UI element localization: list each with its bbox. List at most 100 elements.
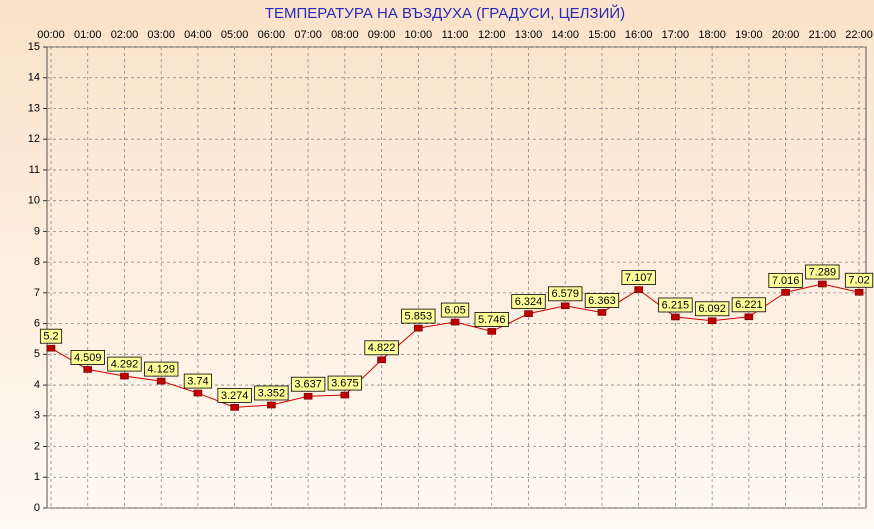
marker [46,344,56,352]
x-tick-label: 09:00 [368,29,396,41]
value-label: 4.129 [147,364,175,376]
value-label: 3.74 [187,375,208,387]
marker [83,366,93,373]
marker [303,392,313,400]
value-label-box [731,297,767,313]
x-tick-label: 03:00 [147,29,175,41]
value-label-box [364,340,399,356]
value-label: 7.016 [772,275,800,287]
value-label: 4.822 [368,342,396,354]
marker [560,302,570,310]
y-tick-label: 9 [34,225,40,237]
marker [377,356,386,364]
y-tick-label: 14 [28,72,40,84]
value-label-box [844,272,874,288]
value-label: 6.092 [698,303,726,315]
marker [487,328,497,335]
y-tick-label: 10 [28,195,40,207]
value-label: 6.05 [444,304,465,316]
x-tick-label: 04:00 [184,29,212,41]
x-tick-label: 11:00 [442,29,469,41]
y-tick-label: 11 [29,164,40,176]
value-label: 6.324 [515,296,543,308]
x-tick-label: 18:00 [698,29,726,41]
value-label: 6.215 [662,299,690,311]
value-label-box [768,272,803,288]
marker [230,404,239,411]
y-tick-label: 7 [34,287,40,299]
value-label: 6.363 [588,295,616,307]
value-label-box [290,376,326,392]
x-tick-label: 01:00 [74,29,102,41]
y-tick-label: 3 [34,410,40,422]
value-label-box [144,361,179,377]
y-tick-label: 15 [28,41,40,53]
value-label-box [658,297,693,313]
value-label-box [474,312,509,327]
value-label: 5.853 [405,311,433,323]
y-tick-label: 2 [34,440,40,452]
x-tick-label: 05:00 [221,29,249,41]
y-tick-label: 0 [34,502,40,514]
value-label-box [39,328,63,344]
value-label: 7.289 [809,266,837,278]
value-label-box [511,294,546,310]
x-tick-label: 12:00 [478,29,506,41]
marker [597,309,607,316]
value-label: 3.637 [294,379,322,391]
chart-title: ТЕМПЕРАТУРА НА ВЪЗДУХА (ГРАДУСИ, ЦЕЛЗИЙ) [265,4,625,22]
x-tick-label: 07:00 [294,29,322,41]
value-label-box [584,293,620,308]
marker [634,286,643,293]
x-tick-label: 22:00 [845,29,873,41]
value-label-box [694,301,730,317]
value-label-box [327,375,363,391]
value-label-box [217,387,252,403]
x-tick-label: 16:00 [625,29,653,41]
x-tick-label: 17:00 [662,29,690,41]
y-tick-label: 6 [34,318,40,330]
y-tick-label: 13 [28,102,40,114]
marker [450,318,460,326]
y-tick-label: 8 [34,256,40,268]
x-tick-label: 20:00 [772,29,800,41]
marker [120,372,129,380]
x-tick-label: 02:00 [111,29,139,41]
value-label: 4.292 [111,358,139,370]
y-tick-label: 1 [34,471,40,483]
marker [340,391,350,399]
value-label-box [805,264,840,280]
x-tick-label: 00:00 [37,29,65,41]
value-label: 4.509 [74,352,102,364]
marker [781,289,790,296]
x-tick-label: 14:00 [551,29,579,41]
x-tick-label: 15:00 [588,29,616,41]
marker [818,280,827,288]
value-label: 3.675 [331,377,359,389]
marker [193,389,203,397]
x-tick-label: 06:00 [258,29,286,41]
value-label-box [70,350,105,365]
value-label: 3.352 [258,387,286,399]
marker [671,313,680,321]
y-tick-label: 4 [34,379,40,391]
value-label: 7.02 [848,275,869,287]
value-label: 5.746 [478,314,506,326]
marker [854,288,864,296]
value-label-box [548,286,583,302]
value-label-box [254,385,289,401]
value-label: 5.2 [43,331,58,343]
marker [267,401,276,409]
x-tick-label: 19:00 [735,29,763,41]
value-label: 6.579 [551,288,579,300]
value-label: 7.107 [625,272,653,284]
marker [744,313,754,321]
marker [524,310,533,317]
marker [156,377,166,385]
x-tick-label: 10:00 [405,29,433,41]
y-tick-label: 12 [28,133,40,145]
x-tick-label: 21:00 [809,29,837,41]
value-label-box [183,373,213,389]
